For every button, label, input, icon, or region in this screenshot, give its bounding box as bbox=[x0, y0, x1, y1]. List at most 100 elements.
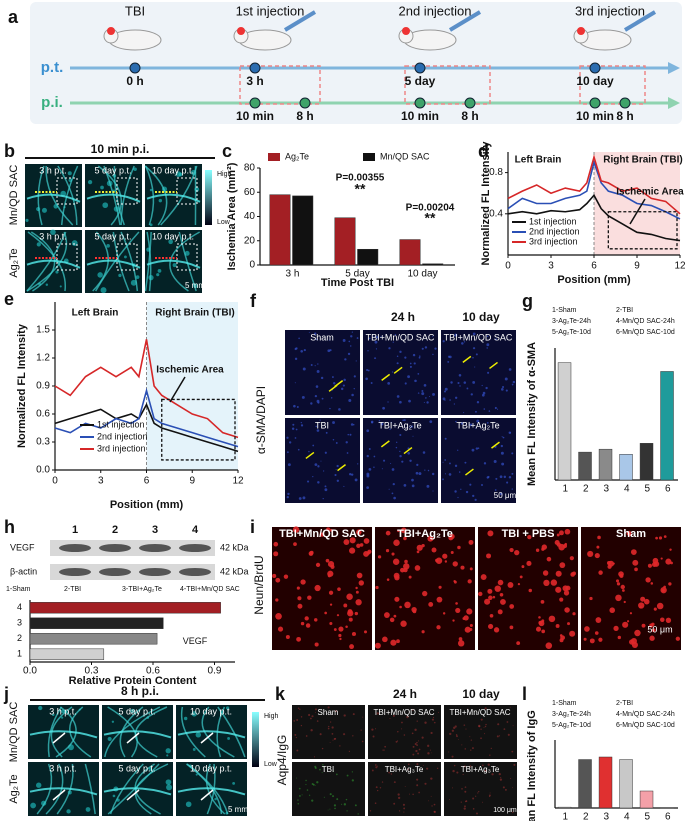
x-axis-title: Position (mm) bbox=[110, 499, 184, 511]
y-tick-label: 0.9 bbox=[36, 381, 50, 392]
y-tick-label: 2 bbox=[17, 633, 22, 643]
image-speck bbox=[554, 540, 560, 546]
image-speck bbox=[476, 401, 480, 404]
image-speck bbox=[148, 767, 153, 771]
x-axis-title: Time Post TBI bbox=[321, 277, 394, 289]
image-speck bbox=[376, 765, 378, 767]
image-speck bbox=[474, 410, 477, 413]
col-header: 10 day bbox=[462, 687, 500, 701]
image-speck bbox=[60, 716, 64, 719]
image-speck bbox=[297, 448, 300, 451]
image-speck bbox=[457, 381, 460, 385]
image-speck bbox=[559, 597, 564, 602]
arrow bbox=[200, 732, 214, 744]
image-speck bbox=[387, 381, 391, 385]
vessel bbox=[29, 730, 98, 739]
image-speck bbox=[512, 725, 514, 727]
image-speck bbox=[409, 362, 412, 365]
image-speck bbox=[512, 380, 516, 384]
image-speck bbox=[472, 494, 475, 498]
image-speck bbox=[273, 551, 279, 557]
key-entry: 1-Sham bbox=[552, 307, 577, 314]
blot-band bbox=[59, 568, 91, 576]
image-speck bbox=[457, 449, 459, 451]
image-speck bbox=[442, 612, 446, 615]
image-speck bbox=[421, 389, 424, 392]
image-speck bbox=[394, 596, 400, 602]
image-speck bbox=[463, 724, 466, 726]
x-tick-label: 0.0 bbox=[23, 666, 37, 677]
arrow bbox=[464, 468, 474, 476]
pi-dot bbox=[464, 97, 476, 109]
image-speck bbox=[589, 638, 595, 644]
image-speck bbox=[314, 642, 319, 647]
roi-box bbox=[56, 177, 78, 205]
image-speck bbox=[463, 412, 465, 414]
image-speck bbox=[416, 778, 419, 781]
image-speck bbox=[598, 570, 603, 575]
image-speck bbox=[311, 799, 314, 802]
image-speck bbox=[355, 360, 357, 362]
image-speck bbox=[436, 625, 441, 630]
image-speck bbox=[314, 394, 318, 398]
image-speck bbox=[503, 728, 506, 731]
image-speck bbox=[371, 769, 374, 772]
image-speck bbox=[541, 544, 548, 550]
pi-time: 10 min bbox=[401, 109, 439, 123]
image-speck bbox=[483, 462, 487, 465]
image-speck bbox=[392, 341, 394, 343]
image-speck bbox=[486, 421, 489, 424]
image-speck bbox=[583, 637, 587, 641]
image-speck bbox=[307, 595, 312, 600]
image-speck bbox=[87, 180, 93, 185]
image-speck bbox=[629, 612, 633, 615]
image-speck bbox=[451, 787, 453, 789]
image-speck bbox=[485, 386, 488, 390]
scalebar-label: 5 mm bbox=[185, 281, 205, 290]
image-speck bbox=[456, 771, 459, 774]
image-speck bbox=[481, 484, 484, 487]
image-speck bbox=[449, 732, 452, 736]
x-tick-label: 12 bbox=[674, 261, 685, 272]
image-speck bbox=[427, 744, 430, 747]
image-speck bbox=[569, 556, 574, 561]
image-speck bbox=[348, 340, 351, 343]
annotation: Left Brain bbox=[72, 308, 119, 319]
image-speck bbox=[521, 565, 525, 569]
image-speck bbox=[333, 804, 337, 807]
image-speck bbox=[559, 530, 564, 536]
image-speck bbox=[428, 800, 430, 802]
image-speck bbox=[297, 802, 300, 805]
panel-letter: j bbox=[3, 684, 9, 704]
image-speck bbox=[397, 796, 401, 800]
image-speck bbox=[407, 451, 411, 455]
image-label: 3 h p.t. bbox=[39, 165, 67, 175]
image-speck bbox=[675, 636, 681, 641]
image-speck bbox=[385, 530, 391, 536]
image-speck bbox=[492, 595, 496, 599]
image-speck bbox=[442, 340, 445, 343]
image-speck bbox=[350, 423, 354, 426]
image-speck bbox=[338, 633, 342, 638]
image-speck bbox=[59, 285, 62, 288]
pi-label: p.i. bbox=[41, 94, 63, 111]
roi-box bbox=[56, 243, 78, 271]
image-speck bbox=[418, 472, 422, 476]
image-speck bbox=[454, 725, 457, 728]
image-speck bbox=[296, 586, 300, 590]
key-entry: 3-TBI+Ag₂Te bbox=[122, 586, 162, 593]
image-speck bbox=[30, 802, 36, 809]
row-label: Mn/QD SAC bbox=[8, 165, 20, 226]
image-speck bbox=[135, 275, 140, 279]
panel-header: 8 h p.i. bbox=[121, 684, 159, 698]
image-speck bbox=[477, 447, 480, 450]
image-speck bbox=[414, 379, 417, 383]
image-speck bbox=[559, 634, 563, 637]
image-speck bbox=[466, 608, 473, 615]
vessel bbox=[144, 165, 155, 226]
vessel bbox=[217, 706, 246, 758]
image-speck bbox=[324, 451, 327, 454]
image-speck bbox=[508, 368, 512, 371]
image-speck bbox=[297, 707, 300, 709]
